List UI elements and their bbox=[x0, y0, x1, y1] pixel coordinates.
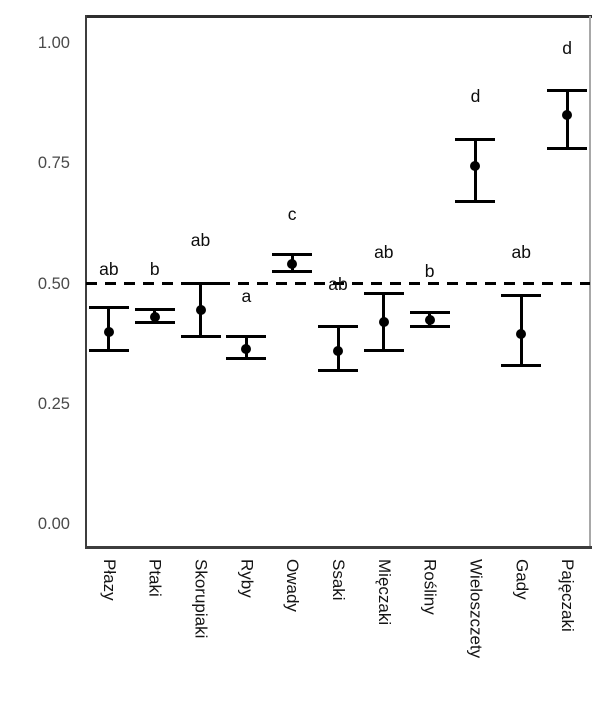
error-bar-cap-bottom bbox=[134, 320, 175, 324]
significance-letter: ab bbox=[99, 259, 119, 280]
point-estimate-dot bbox=[103, 326, 114, 337]
error-bar-cap-top bbox=[134, 308, 175, 312]
x-category-label: Gady bbox=[512, 559, 532, 600]
significance-letter: ab bbox=[374, 242, 394, 263]
x-category-label: Płazy bbox=[99, 559, 119, 601]
error-bar-cap-top bbox=[318, 325, 358, 329]
significance-letter: d bbox=[562, 37, 572, 58]
panel-border-right bbox=[589, 16, 591, 548]
x-category-label: Rośliny bbox=[420, 559, 440, 615]
error-bar-cap-bottom bbox=[272, 269, 313, 273]
significance-letter: d bbox=[470, 85, 481, 106]
y-tick-label: 1.00 bbox=[37, 33, 70, 52]
point-estimate-dot bbox=[333, 345, 343, 356]
error-bar-cap-bottom bbox=[547, 147, 588, 151]
significance-letter: ab bbox=[511, 242, 531, 263]
x-category-label: Ryby bbox=[237, 559, 257, 598]
error-bar-cap-top bbox=[455, 137, 496, 141]
error-bar-cap-bottom bbox=[226, 356, 267, 360]
significance-letter: ab bbox=[190, 230, 211, 251]
error-bar-cap-top bbox=[180, 282, 221, 285]
error-bar-cap-top bbox=[226, 334, 267, 338]
y-tick-label: 0.50 bbox=[37, 274, 70, 293]
point-estimate-dot bbox=[562, 109, 573, 120]
significance-letter: c bbox=[287, 203, 297, 224]
significance-letter: ab bbox=[328, 273, 348, 294]
error-bar-cap-bottom bbox=[180, 334, 221, 338]
significance-letter: b bbox=[424, 261, 435, 282]
panel-border-top bbox=[85, 15, 592, 18]
error-bar-cap-bottom bbox=[363, 349, 404, 353]
x-category-label: Mięczaki bbox=[374, 559, 394, 626]
x-category-label: Ssaki bbox=[329, 559, 348, 601]
x-axis-line bbox=[85, 546, 592, 549]
y-tick-label: 0.25 bbox=[37, 394, 70, 413]
point-estimate-dot bbox=[378, 317, 389, 328]
error-bar-cap-top bbox=[501, 294, 542, 298]
error-bar-cap-bottom bbox=[455, 200, 496, 204]
x-category-label: Skorupiaki bbox=[191, 559, 211, 639]
point-estimate-dot bbox=[287, 259, 298, 270]
error-bar-cap-top bbox=[409, 310, 450, 314]
error-bar-cap-bottom bbox=[409, 325, 450, 329]
x-category-label: Wieloszczety bbox=[466, 559, 486, 659]
x-category-label: Pajęczaki bbox=[558, 559, 578, 632]
x-category-label: Owady bbox=[283, 559, 303, 612]
point-estimate-dot bbox=[241, 343, 252, 354]
point-estimate-dot bbox=[149, 312, 160, 323]
point-estimate-dot bbox=[470, 160, 481, 171]
error-bar-cap-bottom bbox=[501, 363, 542, 367]
reference-line-dashed bbox=[86, 282, 590, 285]
error-bar-cap-bottom bbox=[88, 349, 129, 353]
error-bar-cap-top bbox=[547, 89, 588, 93]
significance-letter: b bbox=[149, 259, 160, 280]
error-bar-cap-top bbox=[88, 306, 129, 310]
significance-letter: a bbox=[241, 285, 252, 306]
point-estimate-dot bbox=[516, 329, 527, 340]
error-bar-cap-top bbox=[363, 291, 404, 295]
point-estimate-dot bbox=[195, 304, 206, 315]
point-estimate-dot bbox=[424, 314, 435, 325]
error-bar-cap-bottom bbox=[318, 368, 358, 372]
error-bar-cap-top bbox=[272, 253, 313, 257]
y-tick-label: 0.75 bbox=[37, 154, 70, 173]
y-tick-label: 0.00 bbox=[37, 515, 70, 534]
x-category-label: Ptaki bbox=[145, 559, 165, 597]
